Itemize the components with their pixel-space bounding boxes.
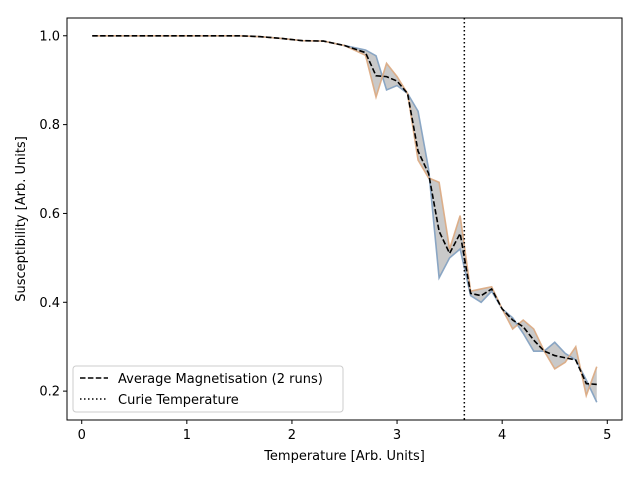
- x-axis-label: Temperature [Arb. Units]: [263, 449, 425, 464]
- x-tick-label: 1: [183, 428, 191, 443]
- y-tick-label: 1.0: [39, 29, 60, 44]
- axis-ticks: 0 1 2 3 4 5 0.2 0.4 0.6 0.8 1.0: [39, 29, 611, 443]
- x-tick-label: 2: [288, 428, 296, 443]
- x-tick-label: 5: [603, 428, 611, 443]
- legend-label-curie-temperature: Curie Temperature: [118, 393, 239, 408]
- legend-label-average-magnetisation: Average Magnetisation (2 runs): [118, 372, 323, 387]
- x-tick-label: 0: [78, 428, 86, 443]
- legend-box: [72, 365, 344, 413]
- x-tick-label: 3: [393, 428, 401, 443]
- y-tick-label: 0.8: [39, 118, 60, 133]
- y-tick-label: 0.6: [39, 207, 60, 222]
- y-tick-label: 0.2: [39, 385, 60, 400]
- legend: Average Magnetisation (2 runs) Curie Tem…: [72, 365, 344, 413]
- plot-area: [92, 18, 598, 420]
- y-axis-label: Susceptibility [Arb. Units]: [14, 136, 29, 302]
- average-magnetisation-line: [92, 34, 597, 386]
- x-tick-label: 4: [498, 428, 506, 443]
- y-tick-label: 0.4: [39, 296, 60, 311]
- axes-frame: [66, 17, 623, 421]
